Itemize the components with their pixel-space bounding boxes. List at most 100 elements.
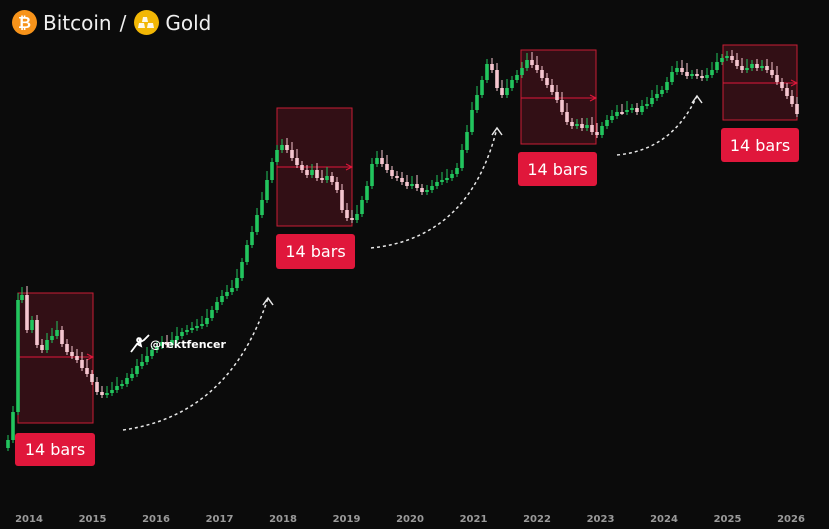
- candle-body: [780, 82, 784, 88]
- candle-body: [315, 170, 319, 178]
- candle-body: [760, 66, 764, 68]
- cycle-box-arrowhead: [589, 94, 598, 102]
- candle-body: [500, 88, 504, 95]
- arrow-head: [691, 94, 703, 104]
- candle-body: [630, 108, 634, 110]
- quote-symbol: Gold: [165, 10, 212, 35]
- candle-body: [55, 330, 59, 336]
- candle-body: [95, 382, 99, 392]
- candle-body: [410, 184, 414, 186]
- candle-body: [490, 64, 494, 70]
- dashed-arrow: [122, 297, 269, 431]
- candle-body: [615, 112, 619, 116]
- candle-body: [485, 64, 489, 80]
- candle-body: [390, 170, 394, 176]
- candle-body: [585, 125, 589, 128]
- candle-body: [440, 180, 444, 182]
- candle-body: [375, 158, 379, 164]
- candle-body: [745, 68, 749, 70]
- candle-body: [185, 330, 189, 332]
- candle-body: [60, 330, 64, 344]
- candle-body: [295, 158, 299, 165]
- candle-body: [785, 88, 789, 96]
- candle-body: [680, 68, 684, 72]
- watermark-text: @rektfencer: [150, 337, 226, 351]
- candle-body: [265, 180, 269, 200]
- candle-body: [600, 126, 604, 135]
- candle-body: [595, 132, 599, 135]
- candle-body: [365, 186, 369, 200]
- candle-body: [155, 346, 159, 350]
- candle-body: [445, 178, 449, 180]
- candle-body: [435, 182, 439, 186]
- candle-body: [755, 64, 759, 68]
- candle-body: [420, 188, 424, 192]
- candle-body: [50, 336, 54, 340]
- candle-body: [545, 78, 549, 85]
- cycle-box-arrowhead: [345, 163, 354, 171]
- candle-body: [700, 76, 704, 78]
- candle-body: [640, 106, 644, 112]
- candle-body: [30, 320, 34, 330]
- candle-body: [360, 200, 364, 214]
- cycle-box-arrowhead: [790, 79, 799, 87]
- candle-body: [210, 310, 214, 318]
- candle-body: [120, 384, 124, 386]
- candle-body: [740, 66, 744, 70]
- candle-body: [625, 110, 629, 112]
- arrow-head: [262, 296, 274, 306]
- candle-body: [45, 340, 49, 350]
- candle-body: [725, 56, 729, 58]
- cycle-arrows: [122, 94, 703, 431]
- x-tick-label: 2016: [142, 514, 170, 525]
- candles: [6, 50, 799, 451]
- candle-body: [40, 345, 44, 350]
- candle-body: [790, 96, 794, 104]
- candle-body: [560, 100, 564, 112]
- candle-body: [285, 145, 289, 150]
- candle-body: [190, 328, 194, 330]
- candle-body: [340, 190, 344, 210]
- fencer-icon: [130, 334, 150, 353]
- candle-body: [320, 178, 324, 180]
- candle-body: [685, 72, 689, 76]
- candle-body: [235, 278, 239, 288]
- candle-body: [515, 75, 519, 80]
- candle-body: [730, 56, 734, 60]
- cycle-box: [17, 292, 94, 424]
- x-tick-label: 2024: [650, 514, 678, 525]
- candle-body: [230, 288, 234, 292]
- candle-body: [555, 92, 559, 100]
- author-watermark: @rektfencer: [128, 334, 226, 354]
- candle-body: [720, 58, 724, 62]
- candle-body: [80, 360, 84, 368]
- candle-body: [255, 215, 259, 232]
- candle-body: [325, 176, 329, 180]
- candle-body: [495, 70, 499, 88]
- x-tick-label: 2021: [460, 514, 488, 525]
- candle-body: [750, 64, 754, 68]
- candle-body: [510, 80, 514, 88]
- candle-body: [525, 60, 529, 68]
- candle-body: [380, 158, 384, 164]
- gold-bars-icon: [134, 10, 160, 35]
- cycle-label: 14 bars: [15, 433, 95, 466]
- dashed-arrow: [370, 127, 498, 249]
- cycle-label: 14 bars: [518, 152, 597, 186]
- candle-body: [195, 326, 199, 328]
- candle-body: [280, 145, 284, 150]
- candle-body: [710, 70, 714, 75]
- candle-body: [330, 176, 334, 182]
- cycle-box-arrowhead: [86, 353, 95, 361]
- candle-body: [565, 112, 569, 122]
- candle-body: [430, 186, 434, 190]
- candle-body: [370, 164, 374, 186]
- candle-body: [480, 80, 484, 95]
- candle-body: [125, 378, 129, 384]
- candle-body: [110, 390, 114, 393]
- candle-body: [225, 292, 229, 296]
- symbol-header: ₿ Bitcoin / Gold: [12, 10, 211, 35]
- x-tick-label: 2022: [523, 514, 551, 525]
- candle-body: [535, 65, 539, 70]
- candle-body: [6, 440, 10, 448]
